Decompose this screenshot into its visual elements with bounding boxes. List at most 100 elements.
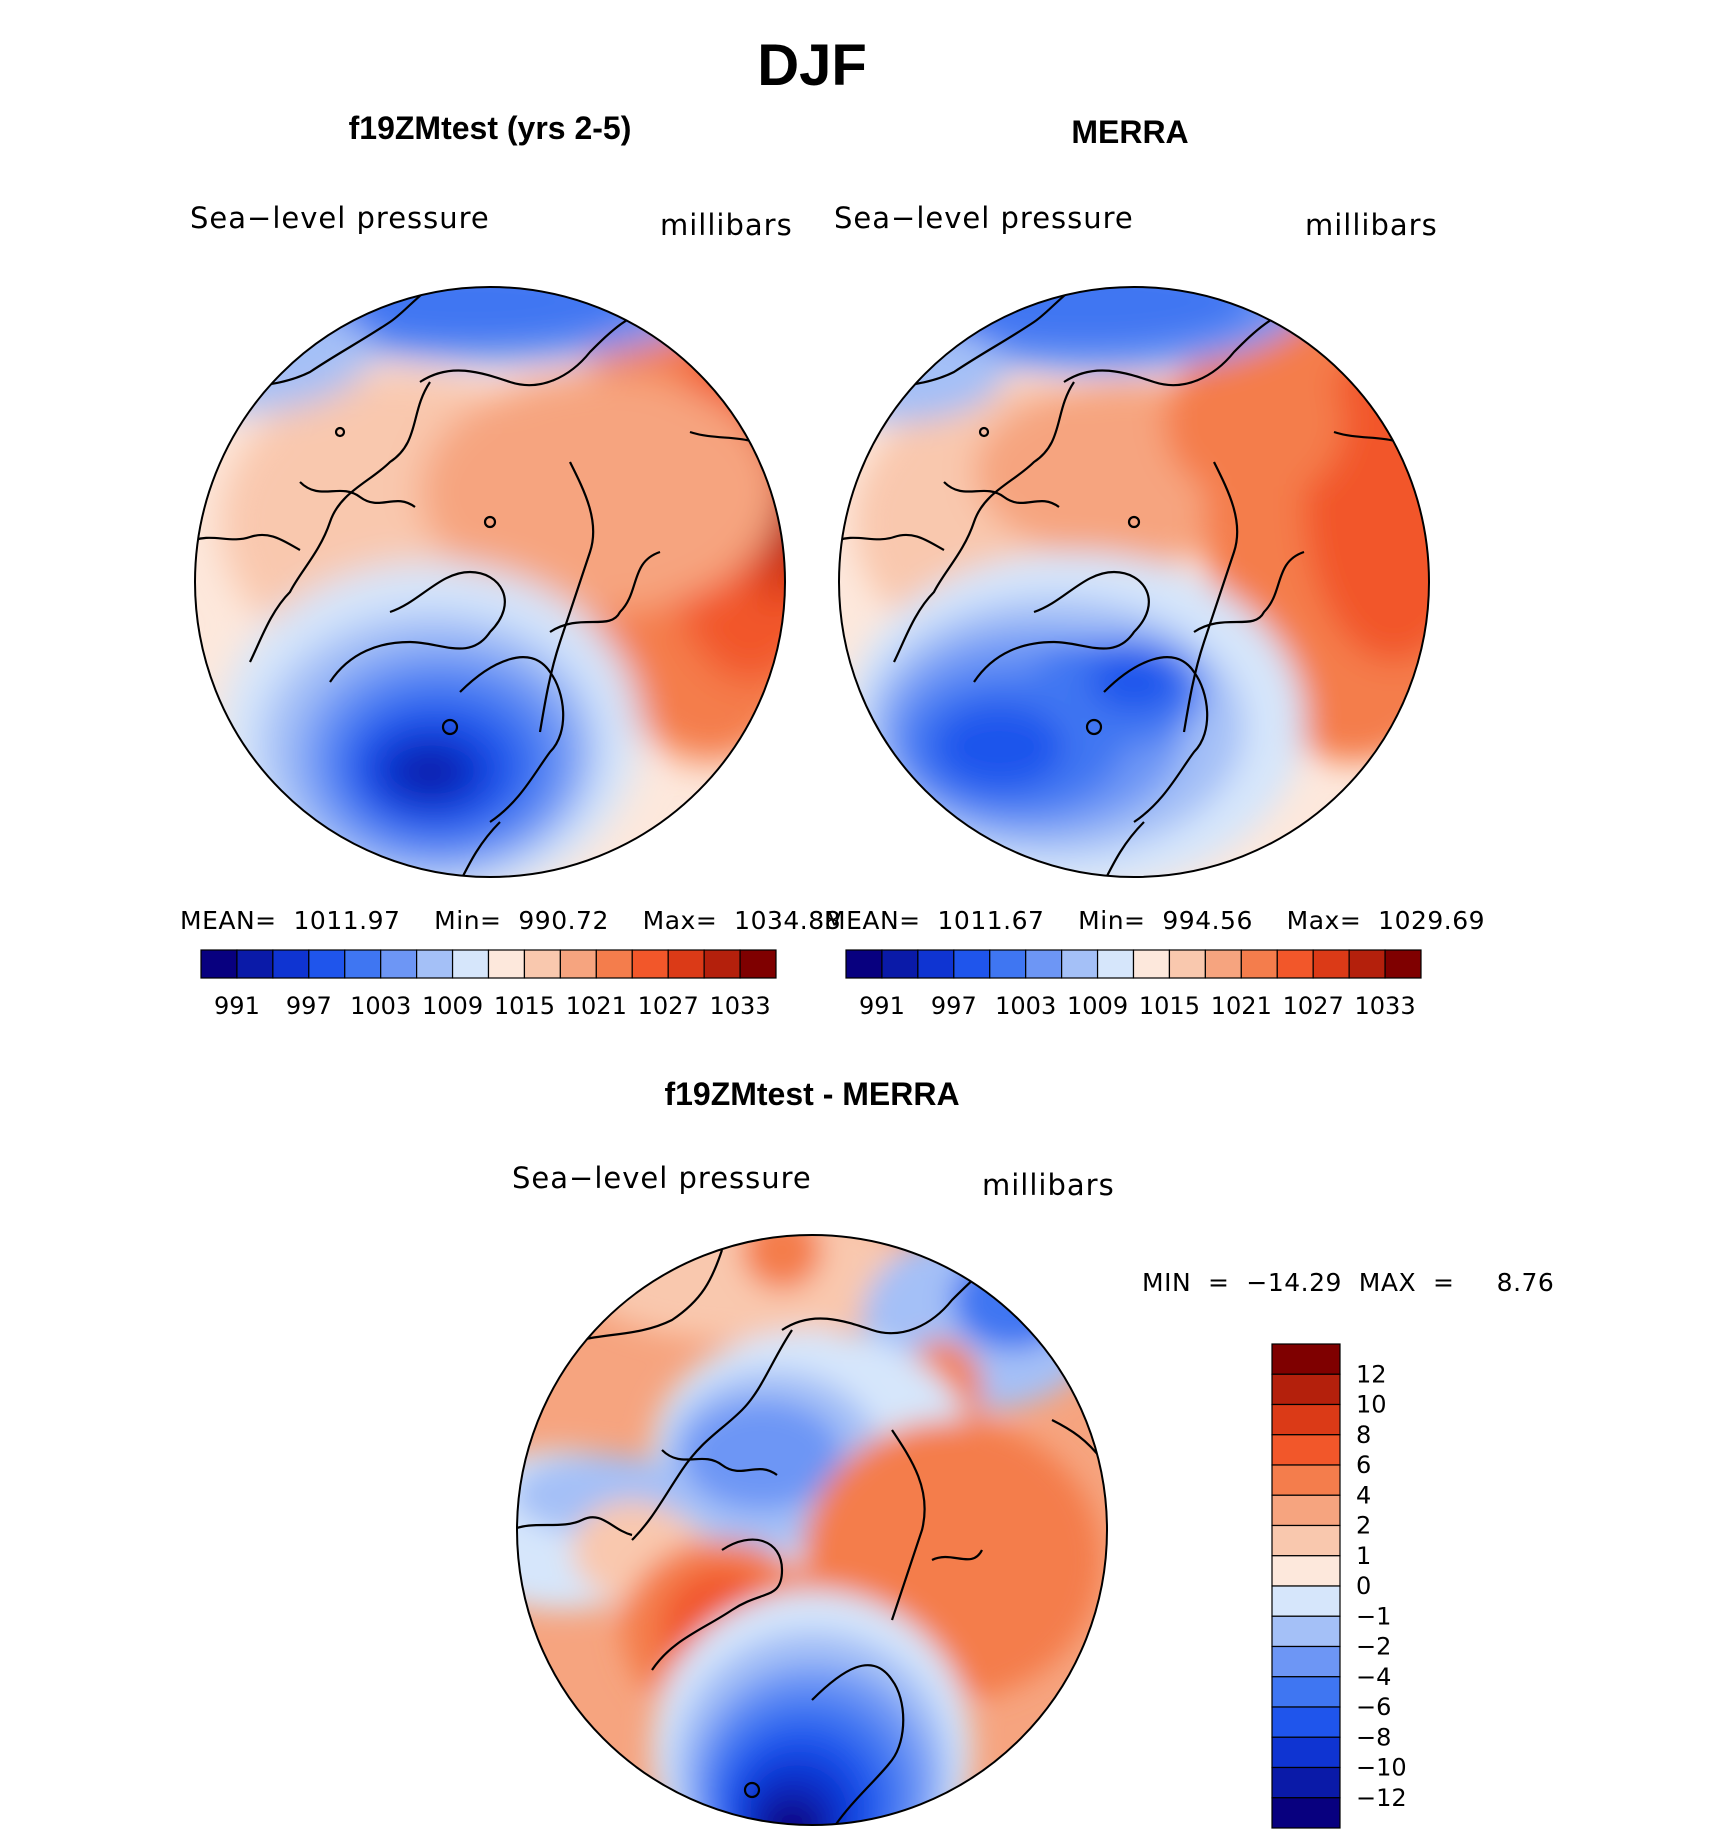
- colorbar-swatch: [236, 949, 274, 979]
- colorbar-swatch: [1271, 1373, 1341, 1406]
- figure-title: DJF: [757, 33, 867, 98]
- colorbar-tick-label: 10: [1356, 1391, 1387, 1419]
- colorbar-tick-label: 1027: [1283, 992, 1344, 1020]
- colorbar-tick-label: 997: [286, 992, 332, 1020]
- colorbar-swatch: [380, 949, 418, 979]
- colorbar-swatch: [1271, 1706, 1341, 1738]
- map-model-slp: [194, 286, 786, 878]
- colorbar-tick-label: 12: [1356, 1360, 1387, 1388]
- panel-diff-stats: MIN = −14.29 MAX = 8.76: [1142, 1268, 1555, 1297]
- colorbar-swatch: [1096, 949, 1135, 979]
- colorbar-tick-label: 1027: [638, 992, 699, 1020]
- colorbar-tick-label: 2: [1356, 1512, 1371, 1540]
- colorbar-swatch: [1271, 1585, 1341, 1617]
- colorbar-model-ticks: 991 997 1003 1009 1015 1021 1027 1033: [214, 992, 771, 1020]
- colorbar-swatch: [1271, 1555, 1341, 1587]
- colorbar-obs: 991 997 1003 1009 1015 1021 1027 1033: [845, 949, 1422, 1020]
- colorbar-swatch: [1312, 949, 1350, 979]
- colorbar-swatch: [451, 949, 490, 979]
- panel-model-stats: MEAN= 1011.97 Min= 990.72 Max= 1034.88: [180, 906, 842, 935]
- colorbar-swatch: [1061, 949, 1099, 979]
- panel-title-diff: f19ZMtest - MERRA: [664, 1076, 960, 1112]
- panel-obs-units-label: millibars: [1305, 208, 1438, 242]
- colorbar-tick-label: −2: [1356, 1633, 1391, 1661]
- panel-model-units-label: millibars: [660, 208, 793, 242]
- colorbar-tick-label: 991: [859, 992, 905, 1020]
- colorbar-tick-label: 1015: [494, 992, 555, 1020]
- colorbar-tick-label: 1033: [1355, 992, 1416, 1020]
- colorbar-swatch: [989, 949, 1027, 979]
- colorbar-swatch: [1271, 1615, 1341, 1648]
- colorbar-tick-label: 1009: [1067, 992, 1128, 1020]
- colorbar-swatch: [1240, 949, 1278, 979]
- colorbar-tick-label: 4: [1356, 1481, 1371, 1509]
- colorbar-swatch: [1271, 1645, 1341, 1678]
- colorbar-swatch: [1348, 949, 1386, 979]
- colorbar-tick-label: 8: [1356, 1421, 1371, 1449]
- colorbar-tick-label: −6: [1356, 1693, 1391, 1721]
- colorbar-swatch: [1025, 949, 1063, 979]
- panel-obs-stats: MEAN= 1011.67 Min= 994.56 Max= 1029.69: [824, 906, 1486, 935]
- colorbar-tick-label: 1033: [710, 992, 771, 1020]
- colorbar-swatch: [1168, 949, 1206, 979]
- colorbar-swatch: [272, 949, 310, 979]
- colorbar-swatch: [667, 949, 705, 979]
- colorbar-swatch: [1271, 1736, 1341, 1769]
- colorbar-swatch: [308, 949, 346, 979]
- colorbar-swatch: [1271, 1343, 1341, 1375]
- colorbar-swatch: [487, 949, 526, 979]
- colorbar-tick-label: 1021: [566, 992, 627, 1020]
- panel-diff-units-label: millibars: [982, 1168, 1115, 1202]
- colorbar-swatch: [881, 949, 919, 979]
- colorbar-swatch: [1384, 949, 1422, 979]
- panel-title-model: f19ZMtest (yrs 2-5): [348, 110, 632, 146]
- colorbar-swatch: [416, 949, 454, 979]
- colorbar-model-swatches: [200, 949, 777, 979]
- colorbar-tick-label: 1: [1356, 1542, 1371, 1570]
- colorbar-swatch: [845, 949, 883, 979]
- colorbar-tick-label: 997: [931, 992, 977, 1020]
- colorbar-swatch: [1271, 1797, 1341, 1829]
- colorbar-tick-label: −1: [1356, 1602, 1391, 1630]
- colorbar-swatch: [200, 949, 238, 979]
- colorbar-swatch: [1132, 949, 1171, 979]
- colorbar-diff-swatches: [1271, 1343, 1341, 1829]
- panel-model-variable-label: Sea−level pressure: [190, 201, 490, 235]
- colorbar-tick-label: −4: [1356, 1663, 1391, 1691]
- colorbar-tick-label: 6: [1356, 1451, 1371, 1479]
- colorbar-tick-label: 0: [1356, 1572, 1371, 1600]
- colorbar-tick-label: −10: [1356, 1754, 1407, 1782]
- panel-diff-variable-label: Sea−level pressure: [512, 1161, 812, 1195]
- colorbar-tick-label: 1021: [1211, 992, 1272, 1020]
- colorbar-tick-label: 991: [214, 992, 260, 1020]
- colorbar-obs-ticks: 991 997 1003 1009 1015 1021 1027 1033: [859, 992, 1416, 1020]
- colorbar-swatch: [1271, 1676, 1341, 1708]
- colorbar-swatch: [739, 949, 777, 979]
- colorbar-swatch: [1276, 949, 1314, 979]
- colorbar-swatch: [1271, 1464, 1341, 1496]
- colorbar-swatch: [703, 949, 741, 979]
- colorbar-swatch: [1271, 1766, 1341, 1799]
- colorbar-swatch: [1271, 1524, 1341, 1557]
- panel-obs-variable-label: Sea−level pressure: [834, 201, 1134, 235]
- colorbar-swatch: [917, 949, 955, 979]
- colorbar-tick-label: 1003: [995, 992, 1056, 1020]
- colorbar-tick-label: 1015: [1139, 992, 1200, 1020]
- colorbar-tick-label: −8: [1356, 1723, 1391, 1751]
- colorbar-swatch: [631, 949, 669, 979]
- colorbar-swatch: [1204, 949, 1242, 979]
- colorbar-obs-swatches: [845, 949, 1422, 979]
- panel-title-obs: MERRA: [1071, 114, 1189, 150]
- colorbar-tick-label: 1009: [422, 992, 483, 1020]
- colorbar-swatch: [1271, 1434, 1341, 1466]
- colorbar-tick-label: −12: [1356, 1784, 1407, 1812]
- colorbar-swatch: [1271, 1494, 1341, 1527]
- colorbar-model: 991 997 1003 1009 1015 1021 1027 1033: [200, 949, 777, 1020]
- map-obs-slp: [838, 286, 1430, 878]
- colorbar-tick-label: 1003: [350, 992, 411, 1020]
- colorbar-swatch: [559, 949, 597, 979]
- map-diff-slp: [516, 1234, 1108, 1826]
- colorbar-swatch: [523, 949, 561, 979]
- colorbar-swatch: [344, 949, 382, 979]
